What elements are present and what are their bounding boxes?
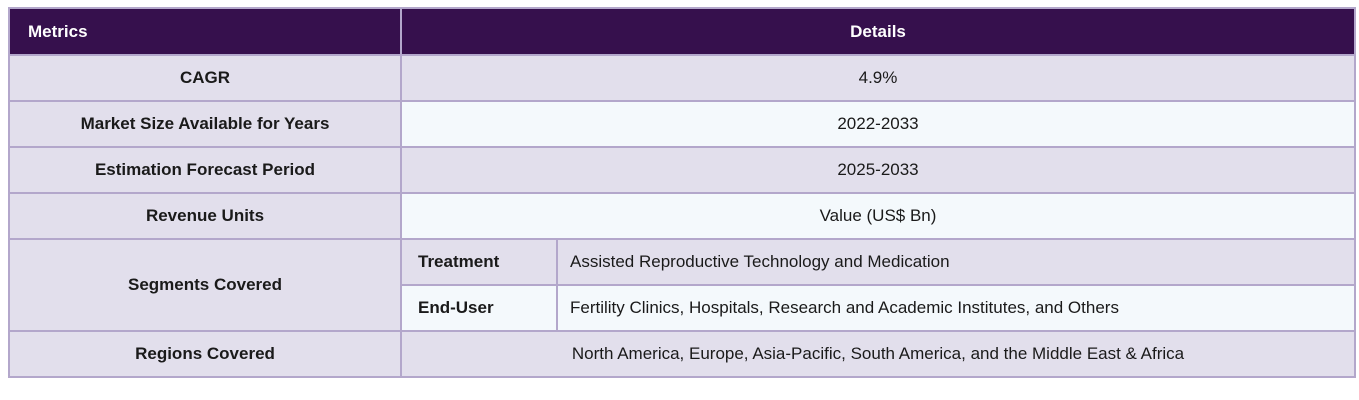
report-scope-table-wrapper: Metrics Details CAGR 4.9% Market Size Av… (8, 7, 1356, 378)
value-revenue-units: Value (US$ Bn) (400, 192, 1356, 240)
value-market-size-years: 2022-2033 (400, 100, 1356, 148)
table-row: End-User Fertility Clinics, Hospitals, R… (9, 284, 1356, 332)
metric-cagr: CAGR (8, 54, 402, 102)
segment-label-treatment: Treatment (400, 238, 558, 286)
report-scope-table: Metrics Details CAGR 4.9% Market Size Av… (8, 7, 1356, 378)
metric-estimation-period: Estimation Forecast Period (8, 146, 402, 194)
table-row: Segments Covered Treatment Assisted Repr… (8, 238, 1356, 332)
value-regions-covered: North America, Europe, Asia-Pacific, Sou… (400, 330, 1356, 378)
table-header-row: Metrics Details (8, 7, 1356, 56)
metric-segments-covered: Segments Covered (8, 238, 402, 332)
value-cagr: 4.9% (400, 54, 1356, 102)
segment-label-end-user: End-User (400, 284, 558, 332)
table-row: CAGR 4.9% (8, 54, 1356, 102)
header-details: Details (400, 7, 1356, 56)
table-row: Regions Covered North America, Europe, A… (8, 330, 1356, 378)
header-metrics: Metrics (8, 7, 402, 56)
value-estimation-period: 2025-2033 (400, 146, 1356, 194)
metric-revenue-units: Revenue Units (8, 192, 402, 240)
table-row: Revenue Units Value (US$ Bn) (8, 192, 1356, 240)
segment-value-treatment: Assisted Reproductive Technology and Med… (556, 238, 1356, 286)
segment-value-end-user: Fertility Clinics, Hospitals, Research a… (556, 284, 1356, 332)
table-row: Estimation Forecast Period 2025-2033 (8, 146, 1356, 194)
table-row: Market Size Available for Years 2022-203… (8, 100, 1356, 148)
metric-market-size-years: Market Size Available for Years (8, 100, 402, 148)
metric-regions-covered: Regions Covered (8, 330, 402, 378)
